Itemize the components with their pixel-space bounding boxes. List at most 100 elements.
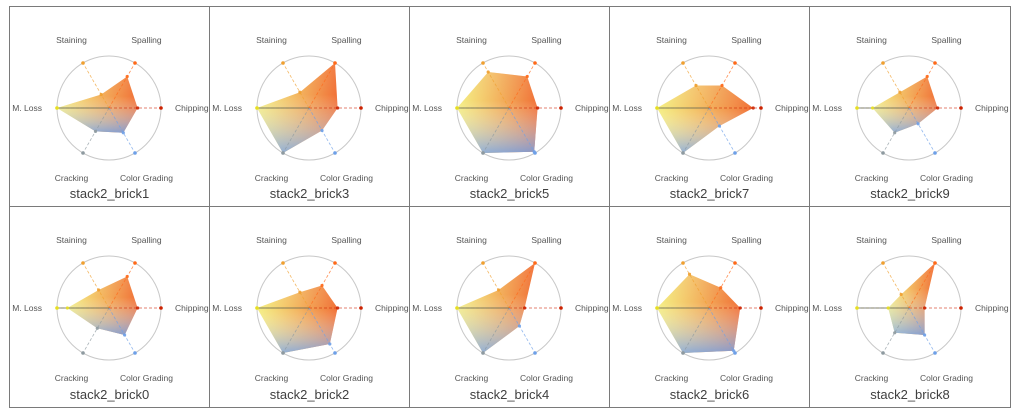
radar-axis-label: Staining	[656, 35, 687, 45]
radar-axis-marker	[855, 306, 859, 310]
radar-data-point	[298, 90, 302, 94]
radar-axis-line	[282, 62, 310, 109]
radar-panel: Chipping Color Grading Cracking M. Loss Stai…	[610, 7, 810, 207]
radar-axis-label: M. Loss	[12, 303, 42, 313]
radar-axis-label: M. Loss	[812, 303, 842, 313]
radar-data-point	[123, 333, 127, 337]
radar-axis-label: Spalling	[731, 35, 762, 45]
radar-data-point	[255, 306, 259, 310]
radar-axis-line	[282, 262, 310, 309]
radar-axis-label: Color Grading	[320, 173, 373, 183]
radar-chart-svg: Chipping Color Grading Cracking M. Loss Stai…	[212, 235, 409, 383]
radar-axis-marker	[855, 106, 859, 110]
radar-axis-label: Color Grading	[520, 173, 573, 183]
radar-axis-line	[908, 307, 936, 354]
radar-data-point	[517, 324, 521, 328]
radar-data-point	[717, 124, 721, 128]
radar-axis-label: Color Grading	[720, 373, 773, 383]
radar-axis-label: M. Loss	[612, 103, 642, 113]
radar-axis-marker	[133, 351, 137, 355]
radar-area-highlight	[457, 72, 538, 153]
radar-axis-label: M. Loss	[12, 103, 42, 113]
radar-data-point	[136, 306, 140, 310]
radar-axis-label: Color Grading	[920, 373, 973, 383]
radar-axis-marker	[281, 61, 285, 65]
radar-axis-marker	[159, 106, 163, 110]
radar-axis-label: Staining	[856, 235, 887, 245]
radar-data-point	[536, 106, 540, 110]
radar-axis-line	[282, 307, 310, 354]
radar-axis-marker	[133, 151, 137, 155]
radar-axis-marker	[881, 61, 885, 65]
radar-axis-line	[882, 262, 910, 309]
radar-data-point	[751, 106, 755, 110]
radar-panel: Chipping Color Grading Cracking M. Loss Stai…	[610, 207, 810, 407]
radar-data-point	[99, 92, 103, 97]
radar-axis-marker	[333, 151, 337, 155]
radar-chart-svg: Chipping Color Grading Cracking M. Loss Stai…	[612, 35, 809, 183]
radar-data-point	[333, 61, 337, 65]
radar-chart-title: stack2_brick1	[69, 186, 150, 201]
radar-axis-line	[282, 107, 310, 154]
radar-axis-marker	[681, 261, 685, 265]
radar-axis-label: Cracking	[655, 373, 689, 383]
radar-axis-label: Chipping	[175, 103, 209, 113]
radar-axis-line	[308, 307, 336, 354]
radar-axis-line	[508, 262, 536, 309]
radar-axis-line	[908, 262, 936, 309]
radar-data-point	[898, 90, 902, 94]
radar-axis-label: Cracking	[255, 373, 289, 383]
radar-chart-svg: Chipping Color Grading Cracking M. Loss Stai…	[812, 235, 1009, 383]
radar-axis-line	[108, 307, 136, 354]
radar-axis-marker	[359, 106, 363, 110]
radar-data-point	[95, 326, 99, 330]
radar-data-point	[255, 106, 259, 110]
radar-axis-label: Spalling	[331, 35, 362, 45]
radar-chart-title: stack2_brick6	[669, 387, 750, 402]
radar-data-point	[125, 74, 129, 79]
radar-data-point	[916, 122, 920, 126]
radar-panel: Chipping Color Grading Cracking M. Loss Stai…	[810, 7, 1010, 207]
radar-data-point	[687, 272, 692, 276]
radar-axis-marker	[933, 351, 937, 355]
radar-data-point	[121, 131, 125, 135]
radar-axis-label: M. Loss	[412, 103, 442, 113]
radar-panel: Chipping Color Grading Cracking M. Loss Stai…	[10, 207, 210, 407]
radar-chart-svg: Chipping Color Grading Cracking M. Loss Stai…	[812, 35, 1009, 183]
radar-axis-label: Spalling	[931, 235, 962, 245]
radar-axis-label: Cracking	[855, 173, 889, 183]
radar-data-point	[925, 74, 929, 79]
radar-data-point	[298, 290, 302, 294]
radar-axis-label: Color Grading	[120, 173, 173, 183]
radar-data-point	[533, 261, 537, 265]
radar-chart-title: stack2_brick5	[469, 186, 550, 201]
radar-axis-label: Staining	[456, 35, 487, 45]
radar-data-point	[732, 349, 736, 353]
radar-axis-marker	[559, 106, 563, 110]
radar-axis-marker	[333, 351, 337, 355]
radar-axis-label: Chipping	[575, 103, 609, 113]
radar-axis-label: Chipping	[975, 303, 1009, 313]
radar-area-highlight	[257, 285, 338, 353]
radar-axis-line	[682, 107, 710, 154]
radar-area-highlight	[657, 85, 754, 153]
radar-axis-line	[882, 307, 910, 354]
radar-axis-line	[108, 262, 136, 309]
radar-axis-line	[482, 307, 510, 354]
radar-area-highlight	[67, 276, 138, 335]
radar-chart-svg: Chipping Color Grading Cracking M. Loss Stai…	[412, 35, 609, 183]
radar-axis-label: Spalling	[331, 235, 362, 245]
radar-axis-label: Cracking	[55, 373, 89, 383]
radar-axis-marker	[133, 61, 137, 65]
radar-axis-label: Cracking	[655, 173, 689, 183]
radar-data-point	[871, 106, 875, 110]
radar-data-point	[336, 106, 340, 110]
radar-axis-label: Spalling	[131, 235, 162, 245]
radar-axis-marker	[959, 106, 963, 110]
radar-axis-marker	[933, 151, 937, 155]
radar-axis-label: Chipping	[975, 103, 1009, 113]
radar-panel: Chipping Color Grading Cracking M. Loss Stai…	[210, 207, 410, 407]
radar-axis-label: Cracking	[55, 173, 89, 183]
radar-data-point	[455, 306, 459, 310]
radar-axis-label: M. Loss	[812, 103, 842, 113]
